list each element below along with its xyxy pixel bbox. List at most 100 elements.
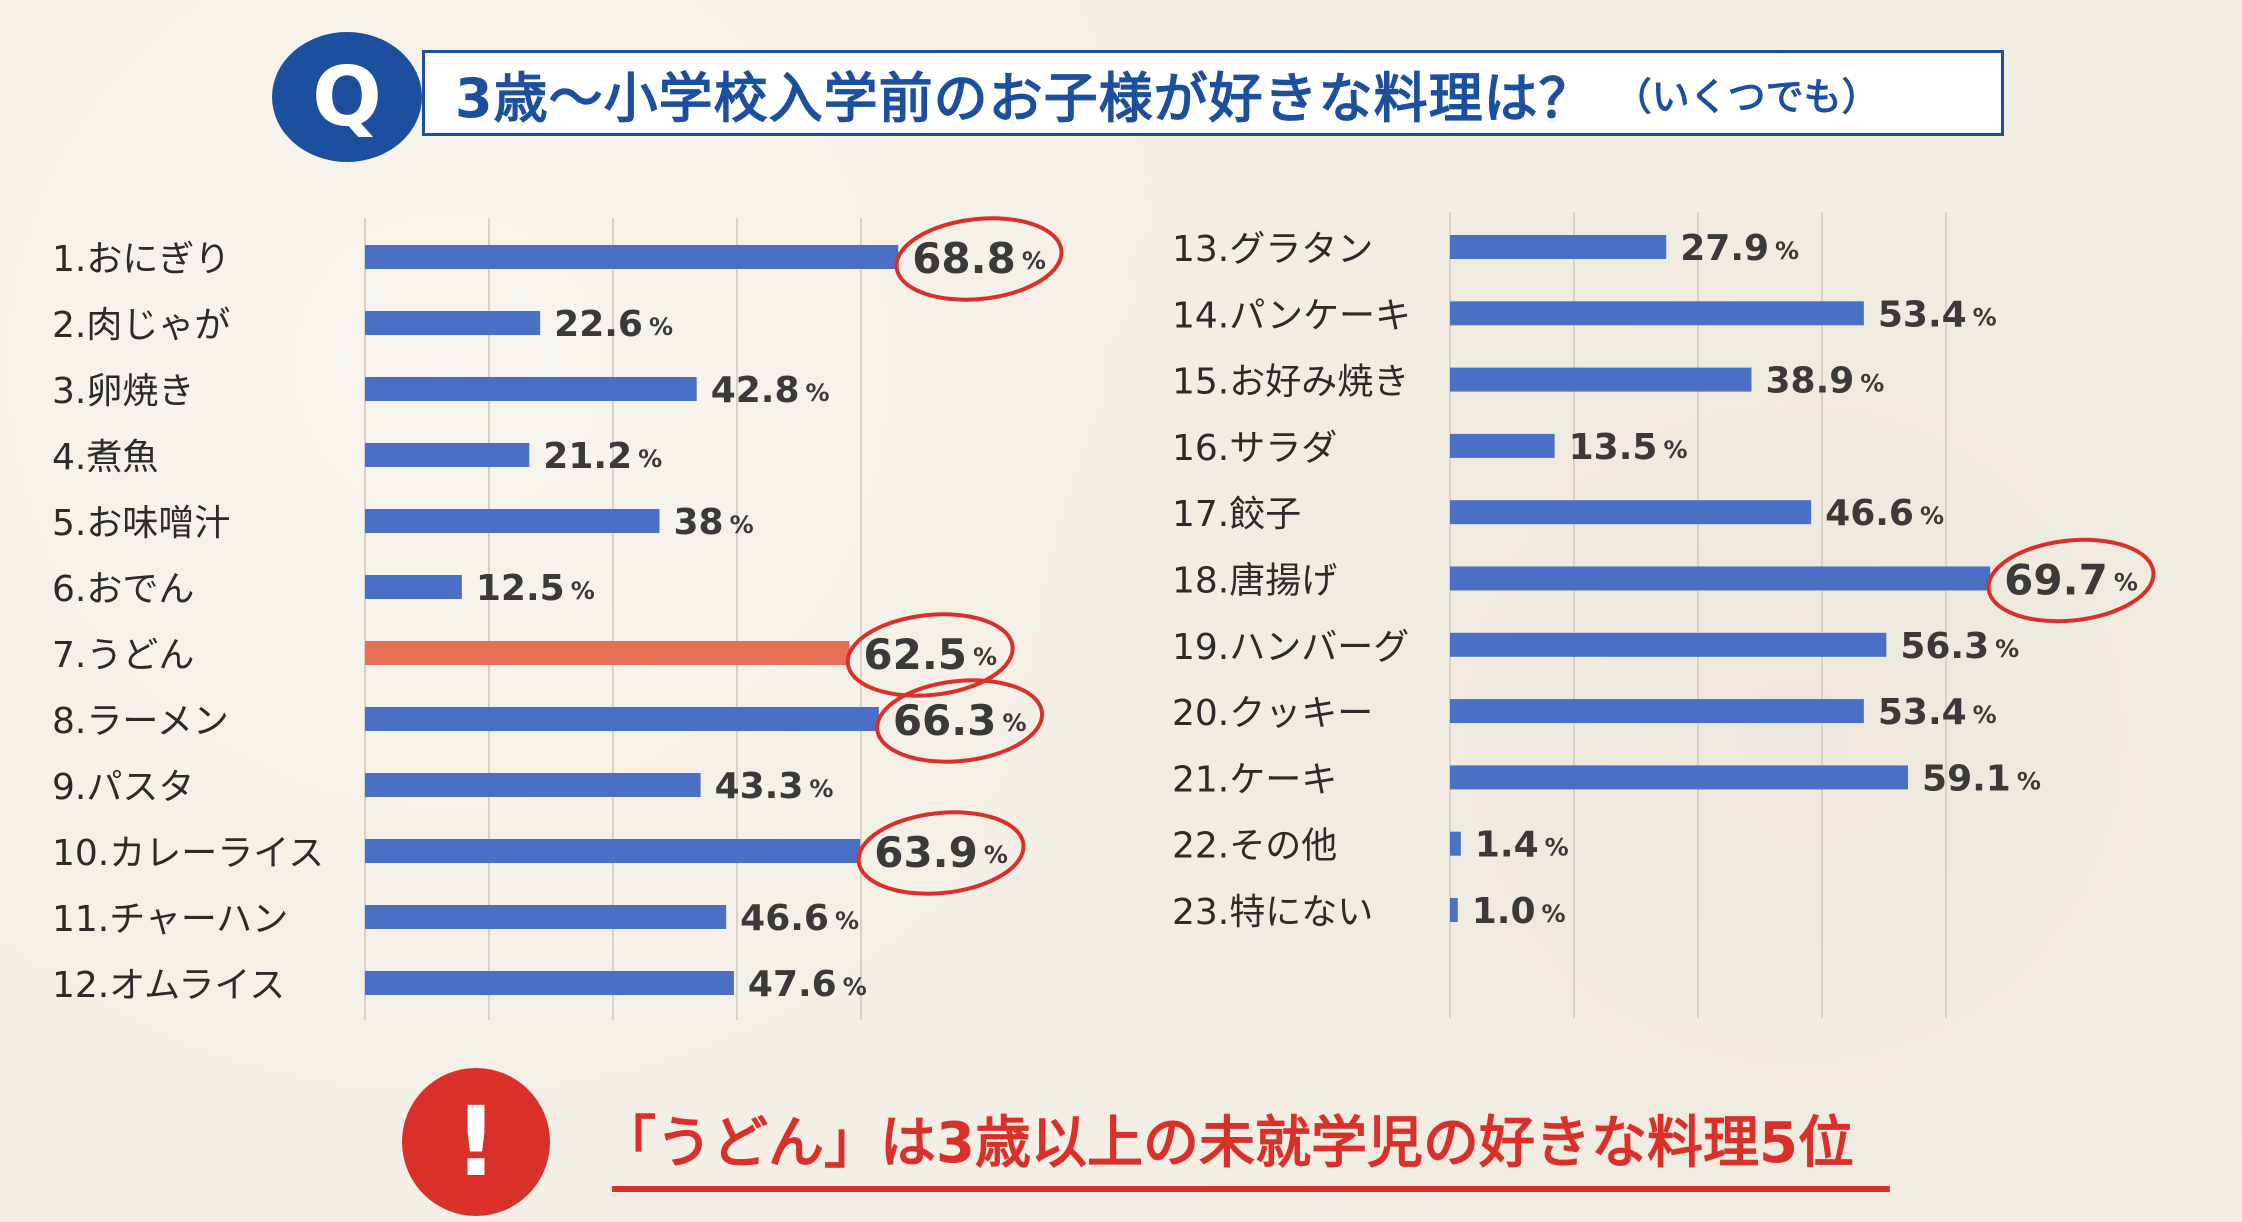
bar	[365, 641, 850, 665]
highlight-circle	[894, 216, 1064, 302]
value-label: 62.5	[863, 630, 967, 679]
bar	[365, 839, 861, 863]
percent-sign: %	[1973, 701, 1997, 729]
category-label: 21.ケーキ	[1172, 759, 1337, 800]
percent-sign: %	[1775, 237, 1799, 265]
category-label: 11.チャーハン	[52, 899, 288, 940]
percent-sign: %	[571, 577, 595, 605]
bar	[1450, 566, 1991, 591]
bar	[365, 575, 462, 599]
category-label: 16.サラダ	[1172, 428, 1337, 469]
category-label: 4.煮魚	[52, 437, 158, 478]
value-label: 1.4	[1475, 825, 1539, 866]
percent-sign: %	[984, 841, 1008, 869]
value-label: 47.6	[748, 964, 837, 1005]
value-label: 13.5	[1569, 427, 1658, 468]
percent-sign: %	[2114, 569, 2138, 597]
percent-sign: %	[973, 643, 997, 671]
value-label: 38.9	[1765, 361, 1854, 402]
category-label: 17.餃子	[1172, 494, 1301, 535]
bar	[365, 311, 541, 335]
percent-sign: %	[730, 511, 754, 539]
category-label: 20.クッキー	[1172, 693, 1373, 734]
value-label: 1.0	[1472, 891, 1536, 932]
highlight-circle	[875, 678, 1045, 764]
value-label: 69.7	[2004, 556, 2108, 605]
value-label: 43.3	[715, 766, 804, 807]
bar	[1450, 433, 1555, 458]
exclamation-icon: !	[402, 1068, 550, 1216]
percent-sign: %	[843, 973, 867, 1001]
category-label: 12.オムライス	[52, 965, 285, 1006]
bar	[1450, 699, 1864, 724]
value-label: 46.6	[740, 898, 829, 939]
bar	[365, 971, 734, 995]
question-subtitle: （いくつでも）	[1613, 74, 1880, 119]
bar-chart: 1.おにぎり 68.8 % 2.肉じゃが 22.6 % 3.卵焼き 42.8 % 4.煮魚 21.2…	[52, 212, 2156, 1020]
percent-sign: %	[1920, 502, 1944, 530]
category-label: 18.唐揚げ	[1172, 561, 1337, 602]
value-label: 22.6	[554, 304, 643, 345]
category-label: 14.パンケーキ	[1172, 295, 1411, 336]
percent-sign: %	[1545, 834, 1569, 862]
question-title: 3歳〜小学校入学前のお子様が好きな料理は？	[455, 66, 1594, 130]
bar	[1450, 831, 1461, 856]
category-label: 5.お味噌汁	[52, 503, 230, 544]
category-label: 23.特にない	[1172, 892, 1373, 933]
question-badge: Q	[272, 32, 422, 162]
value-label: 21.2	[543, 436, 632, 477]
value-label: 66.3	[893, 696, 997, 745]
category-label: 7.うどん	[52, 635, 194, 676]
percent-sign: %	[1973, 303, 1997, 331]
category-label: 19.ハンバーグ	[1172, 627, 1409, 668]
bar	[1450, 898, 1458, 922]
bar	[365, 443, 530, 467]
value-label: 68.8	[912, 234, 1016, 283]
percent-sign: %	[835, 907, 859, 935]
question-title-box: 3歳〜小学校入学前のお子様が好きな料理は？ （いくつでも）	[422, 50, 2004, 136]
bar	[1450, 765, 1909, 790]
value-label: 42.8	[711, 370, 800, 411]
category-label: 2.肉じゃが	[52, 305, 230, 346]
percent-sign: %	[806, 379, 830, 407]
category-label: 15.お好み焼き	[1172, 362, 1409, 403]
category-label: 3.卵焼き	[52, 371, 194, 412]
bar	[1450, 367, 1752, 392]
highlight-circle	[856, 810, 1026, 896]
category-label: 13.グラタン	[1172, 229, 1373, 270]
value-label: 27.9	[1680, 228, 1769, 269]
percent-sign: %	[1542, 900, 1566, 928]
value-label: 56.3	[1900, 626, 1989, 667]
bar	[1450, 235, 1667, 259]
value-label: 53.4	[1878, 692, 1967, 733]
category-label: 6.おでん	[52, 569, 194, 610]
percent-sign: %	[638, 445, 662, 473]
bar	[365, 707, 879, 731]
percent-sign: %	[1995, 635, 2019, 663]
percent-sign: %	[1860, 370, 1884, 398]
bar	[1450, 500, 1812, 525]
bar	[365, 905, 727, 929]
conclusion-underline	[612, 1186, 1890, 1192]
highlight-circle	[1986, 537, 2156, 624]
category-label: 22.その他	[1172, 826, 1337, 867]
percent-sign: %	[1022, 247, 1046, 275]
category-label: 1.おにぎり	[52, 239, 230, 280]
category-label: 8.ラーメン	[52, 701, 229, 742]
percent-sign: %	[649, 313, 673, 341]
bar	[365, 377, 697, 401]
value-label: 63.9	[874, 828, 978, 877]
bar	[1450, 301, 1864, 326]
value-label: 38	[674, 502, 724, 543]
value-label: 53.4	[1878, 294, 1967, 335]
bar	[1450, 632, 1887, 657]
percent-sign: %	[1663, 436, 1687, 464]
value-label: 46.6	[1825, 493, 1914, 534]
category-label: 10.カレーライス	[52, 833, 324, 874]
value-label: 59.1	[1922, 758, 2011, 799]
percent-sign: %	[809, 775, 833, 803]
highlight-circle	[845, 612, 1015, 698]
conclusion-text: 「うどん」は3歳以上の未就学児の好きな料理5位	[600, 1111, 1854, 1176]
value-label: 12.5	[476, 568, 565, 609]
category-label: 9.パスタ	[52, 767, 194, 808]
